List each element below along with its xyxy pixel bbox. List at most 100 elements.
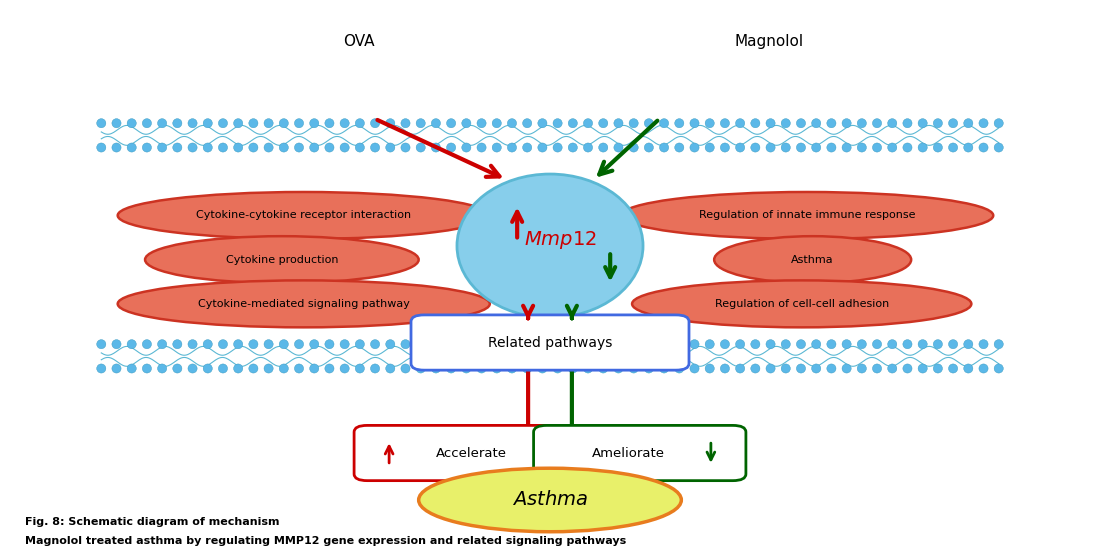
Ellipse shape <box>857 364 867 373</box>
Ellipse shape <box>645 119 653 128</box>
Ellipse shape <box>462 364 471 373</box>
Ellipse shape <box>340 364 349 373</box>
Ellipse shape <box>173 119 182 128</box>
Ellipse shape <box>295 340 304 349</box>
Ellipse shape <box>188 143 197 152</box>
Ellipse shape <box>188 119 197 128</box>
Ellipse shape <box>112 119 121 128</box>
Ellipse shape <box>477 340 486 349</box>
Ellipse shape <box>720 119 729 128</box>
Ellipse shape <box>188 364 197 373</box>
Ellipse shape <box>492 143 502 152</box>
Ellipse shape <box>310 119 319 128</box>
Ellipse shape <box>903 119 912 128</box>
Ellipse shape <box>690 119 700 128</box>
Ellipse shape <box>888 364 896 373</box>
Ellipse shape <box>416 364 426 373</box>
Ellipse shape <box>933 340 943 349</box>
Ellipse shape <box>872 119 881 128</box>
Ellipse shape <box>142 119 152 128</box>
Ellipse shape <box>371 119 380 128</box>
Text: Regulation of cell-cell adhesion: Regulation of cell-cell adhesion <box>715 299 889 309</box>
Ellipse shape <box>416 119 426 128</box>
Ellipse shape <box>781 364 790 373</box>
Ellipse shape <box>538 119 547 128</box>
Ellipse shape <box>188 340 197 349</box>
Ellipse shape <box>751 119 760 128</box>
Ellipse shape <box>660 364 669 373</box>
Ellipse shape <box>447 340 455 349</box>
Ellipse shape <box>796 143 805 152</box>
Ellipse shape <box>674 143 684 152</box>
Ellipse shape <box>827 143 836 152</box>
Ellipse shape <box>812 119 821 128</box>
Ellipse shape <box>128 340 136 349</box>
Ellipse shape <box>157 340 167 349</box>
Text: Related pathways: Related pathways <box>487 335 613 349</box>
Ellipse shape <box>538 143 547 152</box>
Ellipse shape <box>660 119 669 128</box>
Ellipse shape <box>340 143 349 152</box>
Ellipse shape <box>812 364 821 373</box>
Ellipse shape <box>720 143 729 152</box>
Ellipse shape <box>118 280 490 328</box>
Ellipse shape <box>400 119 410 128</box>
Text: Asthma: Asthma <box>791 254 834 264</box>
Ellipse shape <box>827 364 836 373</box>
Ellipse shape <box>249 119 258 128</box>
Ellipse shape <box>492 119 502 128</box>
Ellipse shape <box>857 143 867 152</box>
Ellipse shape <box>614 119 623 128</box>
Ellipse shape <box>553 143 562 152</box>
Ellipse shape <box>812 143 821 152</box>
Text: Cytokine production: Cytokine production <box>226 254 338 264</box>
Ellipse shape <box>872 340 881 349</box>
Ellipse shape <box>310 340 319 349</box>
Ellipse shape <box>264 143 273 152</box>
Ellipse shape <box>812 340 821 349</box>
Ellipse shape <box>736 119 745 128</box>
Ellipse shape <box>310 364 319 373</box>
Ellipse shape <box>264 364 273 373</box>
Ellipse shape <box>888 340 896 349</box>
Ellipse shape <box>553 119 562 128</box>
Ellipse shape <box>340 119 349 128</box>
Ellipse shape <box>842 143 851 152</box>
Ellipse shape <box>355 364 364 373</box>
Ellipse shape <box>118 192 490 239</box>
Ellipse shape <box>933 119 943 128</box>
Ellipse shape <box>400 364 410 373</box>
Ellipse shape <box>204 119 212 128</box>
Ellipse shape <box>233 119 243 128</box>
Ellipse shape <box>431 119 440 128</box>
Ellipse shape <box>903 143 912 152</box>
Ellipse shape <box>674 119 684 128</box>
Text: $\it{Mmp12}$: $\it{Mmp12}$ <box>525 229 597 251</box>
Ellipse shape <box>736 143 745 152</box>
Ellipse shape <box>157 143 167 152</box>
Ellipse shape <box>295 143 304 152</box>
Ellipse shape <box>766 143 775 152</box>
Ellipse shape <box>690 340 700 349</box>
Ellipse shape <box>872 143 881 152</box>
Ellipse shape <box>660 340 669 349</box>
Ellipse shape <box>447 119 455 128</box>
Ellipse shape <box>796 364 805 373</box>
Ellipse shape <box>705 364 714 373</box>
Ellipse shape <box>462 119 471 128</box>
Ellipse shape <box>781 143 790 152</box>
Ellipse shape <box>796 119 805 128</box>
Ellipse shape <box>569 119 578 128</box>
Ellipse shape <box>310 143 319 152</box>
Text: Cytokine-cytokine receptor interaction: Cytokine-cytokine receptor interaction <box>196 210 411 220</box>
Ellipse shape <box>371 364 380 373</box>
Ellipse shape <box>431 143 440 152</box>
Ellipse shape <box>97 364 106 373</box>
Ellipse shape <box>264 340 273 349</box>
Ellipse shape <box>705 340 714 349</box>
Ellipse shape <box>614 143 623 152</box>
Ellipse shape <box>128 143 136 152</box>
Ellipse shape <box>766 364 775 373</box>
Ellipse shape <box>419 468 681 532</box>
Text: Cytokine-mediated signaling pathway: Cytokine-mediated signaling pathway <box>198 299 409 309</box>
